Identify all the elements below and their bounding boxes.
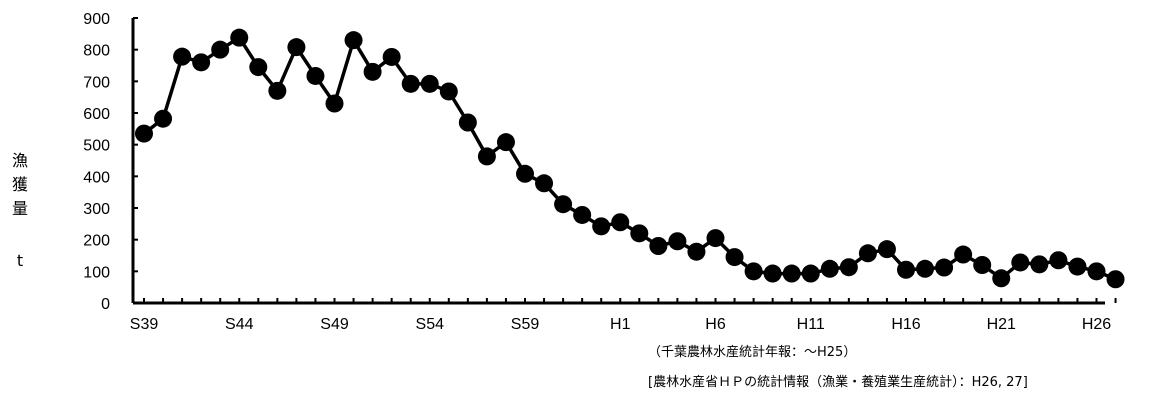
y-tick-label: 900 <box>83 11 110 28</box>
data-point <box>496 133 515 152</box>
data-point <box>458 113 477 132</box>
x-tick-label: S59 <box>511 316 540 333</box>
x-tick-label: S44 <box>225 316 254 333</box>
data-point <box>439 82 458 101</box>
x-tick-label: H1 <box>610 316 631 333</box>
data-point <box>668 232 687 251</box>
y-tick-label: 0 <box>101 296 110 313</box>
y-axis-title-char-2: 獲 <box>12 175 28 194</box>
data-point <box>763 264 782 283</box>
data-point <box>325 94 344 113</box>
x-tick-labels: S39 S44 S49 S54 S59 H1 H6 H11 H16 H21 H26 <box>130 316 1112 333</box>
data-point <box>363 62 382 81</box>
data-point <box>173 47 192 66</box>
x-tick-label: S54 <box>416 316 445 333</box>
data-point <box>477 147 496 166</box>
x-tick-label: H16 <box>891 316 920 333</box>
data-point <box>744 262 763 281</box>
series-line <box>142 35 1117 281</box>
x-tick-label: H21 <box>987 316 1016 333</box>
data-point <box>706 229 725 248</box>
data-point <box>230 28 249 47</box>
y-axis-title: 漁 獲 量 t <box>12 151 28 270</box>
y-axis-title-char-3: 量 <box>12 199 28 218</box>
data-point <box>1106 270 1125 289</box>
y-axis-unit: t <box>17 251 23 270</box>
data-point <box>801 264 820 283</box>
source-notes: （千葉農林水産統計年報：～H25） [農林水産省ＨＰの統計情報（漁業・養殖業生産… <box>648 344 1028 390</box>
data-point <box>877 240 896 259</box>
data-point <box>611 213 630 232</box>
y-tick-label: 400 <box>83 169 110 186</box>
data-point <box>839 258 858 277</box>
data-point <box>554 195 573 214</box>
data-point <box>344 31 363 50</box>
y-tick-label: 100 <box>83 264 110 281</box>
data-point <box>306 66 325 85</box>
data-point <box>1030 255 1049 274</box>
y-tick-label: 600 <box>83 106 110 123</box>
data-point <box>192 53 211 72</box>
data-point <box>992 269 1011 288</box>
data-point <box>287 38 306 57</box>
axes <box>131 17 1117 305</box>
source-note-1: （千葉農林水産統計年報：～H25） <box>648 344 856 360</box>
data-point <box>687 242 706 261</box>
x-tick-label: H6 <box>705 316 726 333</box>
data-point <box>535 174 554 193</box>
data-point <box>973 256 992 274</box>
x-tick-label: H11 <box>797 316 825 333</box>
x-tick-label: H26 <box>1082 316 1111 333</box>
data-point <box>516 164 534 183</box>
data-point <box>249 58 268 77</box>
data-point <box>858 244 877 263</box>
data-point <box>382 47 401 66</box>
data-point <box>1011 253 1030 272</box>
data-point <box>782 264 801 283</box>
data-point <box>954 245 973 264</box>
data-point <box>135 124 153 143</box>
x-tick-label: S39 <box>130 316 159 333</box>
y-tick-label: 200 <box>83 233 110 250</box>
series-line-group <box>142 35 1117 281</box>
data-point <box>268 81 287 100</box>
y-tick-label: 500 <box>83 138 110 155</box>
data-point <box>1049 251 1068 270</box>
y-tick-label: 800 <box>83 43 110 60</box>
data-point <box>897 260 915 279</box>
y-tick-label: 300 <box>83 201 110 218</box>
data-point <box>916 259 935 278</box>
data-point <box>649 237 668 255</box>
data-point <box>630 224 649 243</box>
series-points-group <box>135 28 1125 289</box>
data-point <box>935 258 954 277</box>
data-point <box>401 74 420 93</box>
data-point <box>820 259 839 278</box>
data-point <box>1068 257 1087 276</box>
data-point <box>592 217 611 236</box>
source-note-2: [農林水産省ＨＰの統計情報（漁業・養殖業生産統計）：H26, 27] <box>648 374 1028 390</box>
y-axis-title-char-1: 漁 <box>12 151 28 170</box>
data-point <box>420 74 439 93</box>
data-point <box>154 109 173 128</box>
data-point <box>725 248 744 267</box>
y-tick-labels: 0 100 200 300 400 500 600 700 800 900 <box>83 11 110 313</box>
data-point <box>1087 262 1106 281</box>
y-tick-label: 700 <box>83 74 110 91</box>
x-tick-label: S49 <box>320 316 349 333</box>
data-point <box>211 40 230 59</box>
data-point <box>573 205 592 224</box>
